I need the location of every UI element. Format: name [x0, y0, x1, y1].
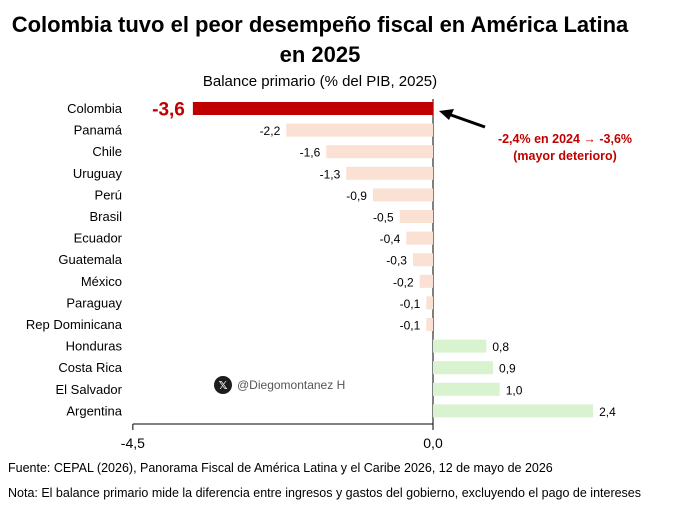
category-label: Brasil: [89, 209, 122, 224]
category-label: Guatemala: [58, 252, 122, 267]
bar-paraguay: [426, 296, 433, 310]
data-label: -3,6: [152, 100, 185, 121]
data-label: -0,3: [386, 254, 407, 268]
bar-panamá: [286, 123, 433, 137]
category-label: Argentina: [66, 403, 122, 418]
source-note: Fuente: CEPAL (2026), Panorama Fiscal de…: [8, 461, 553, 475]
data-label: -0,1: [400, 297, 421, 311]
category-label: Panamá: [74, 123, 123, 138]
data-label: -2,2: [260, 124, 281, 138]
category-label: Chile: [92, 144, 122, 159]
data-label: 0,9: [499, 362, 516, 376]
bar-rep-dominicana: [426, 318, 433, 331]
data-label: -0,4: [380, 232, 401, 246]
bar-ecuador: [406, 231, 433, 245]
annotation-arrowhead: [439, 109, 454, 120]
category-label: Colombia: [67, 101, 123, 116]
category-label: Paraguay: [66, 295, 122, 310]
data-label: 1,0: [506, 383, 523, 397]
data-label: -1,3: [320, 167, 341, 181]
bar-chart: -4,5 0,0 Colombia -3,6 Panamá -2,2 Chile -1,6 Ur…: [26, 99, 632, 451]
watermark: 𝕏 @Diegomontanez H: [214, 375, 345, 395]
bar-guatemala: [412, 253, 433, 267]
bar-colombia: [192, 102, 433, 115]
data-label: 0,8: [492, 340, 509, 354]
data-label: -0,2: [393, 275, 414, 289]
category-label: México: [81, 274, 122, 289]
annotation-line1: -2,4% en 2024 → -3,6%: [498, 132, 632, 146]
footnote: Nota: El balance primario mide la difere…: [8, 486, 642, 500]
bar-argentina: [433, 404, 594, 418]
category-label: Ecuador: [74, 231, 123, 246]
data-label: -0,1: [400, 319, 421, 333]
category-label: Costa Rica: [58, 360, 122, 375]
chart-title: Colombia tuvo el peor desempeño fiscal e…: [11, 12, 629, 67]
data-label: -0,5: [373, 211, 394, 225]
bar-perú: [372, 188, 433, 202]
category-label: Rep Dominicana: [26, 317, 123, 332]
chart-subtitle: Balance primario (% del PIB, 2025): [202, 73, 438, 90]
bar-costa-rica: [433, 361, 494, 375]
data-label: -1,6: [300, 146, 321, 160]
annotation-arrow-line: [450, 113, 486, 129]
bar-méxico: [419, 274, 433, 288]
bar-honduras: [433, 339, 487, 353]
x-logo-icon: 𝕏: [214, 376, 232, 394]
x-tick-label: -4,5: [121, 435, 145, 451]
bar-chile: [326, 145, 433, 159]
bar-brasil: [399, 210, 433, 223]
category-label: El Salvador: [56, 382, 123, 397]
category-label: Perú: [95, 187, 122, 202]
data-label: -0,9: [346, 189, 367, 203]
x-tick-label: 0,0: [423, 435, 443, 451]
category-label: Uruguay: [73, 166, 123, 181]
watermark-handle: @Diegomontanez H: [237, 378, 346, 392]
annotation-line2: (mayor deterioro): [513, 149, 617, 163]
bar-uruguay: [346, 166, 433, 180]
data-label: 2,4: [599, 405, 616, 419]
bar-el-salvador: [433, 382, 500, 396]
category-label: Honduras: [66, 339, 123, 354]
